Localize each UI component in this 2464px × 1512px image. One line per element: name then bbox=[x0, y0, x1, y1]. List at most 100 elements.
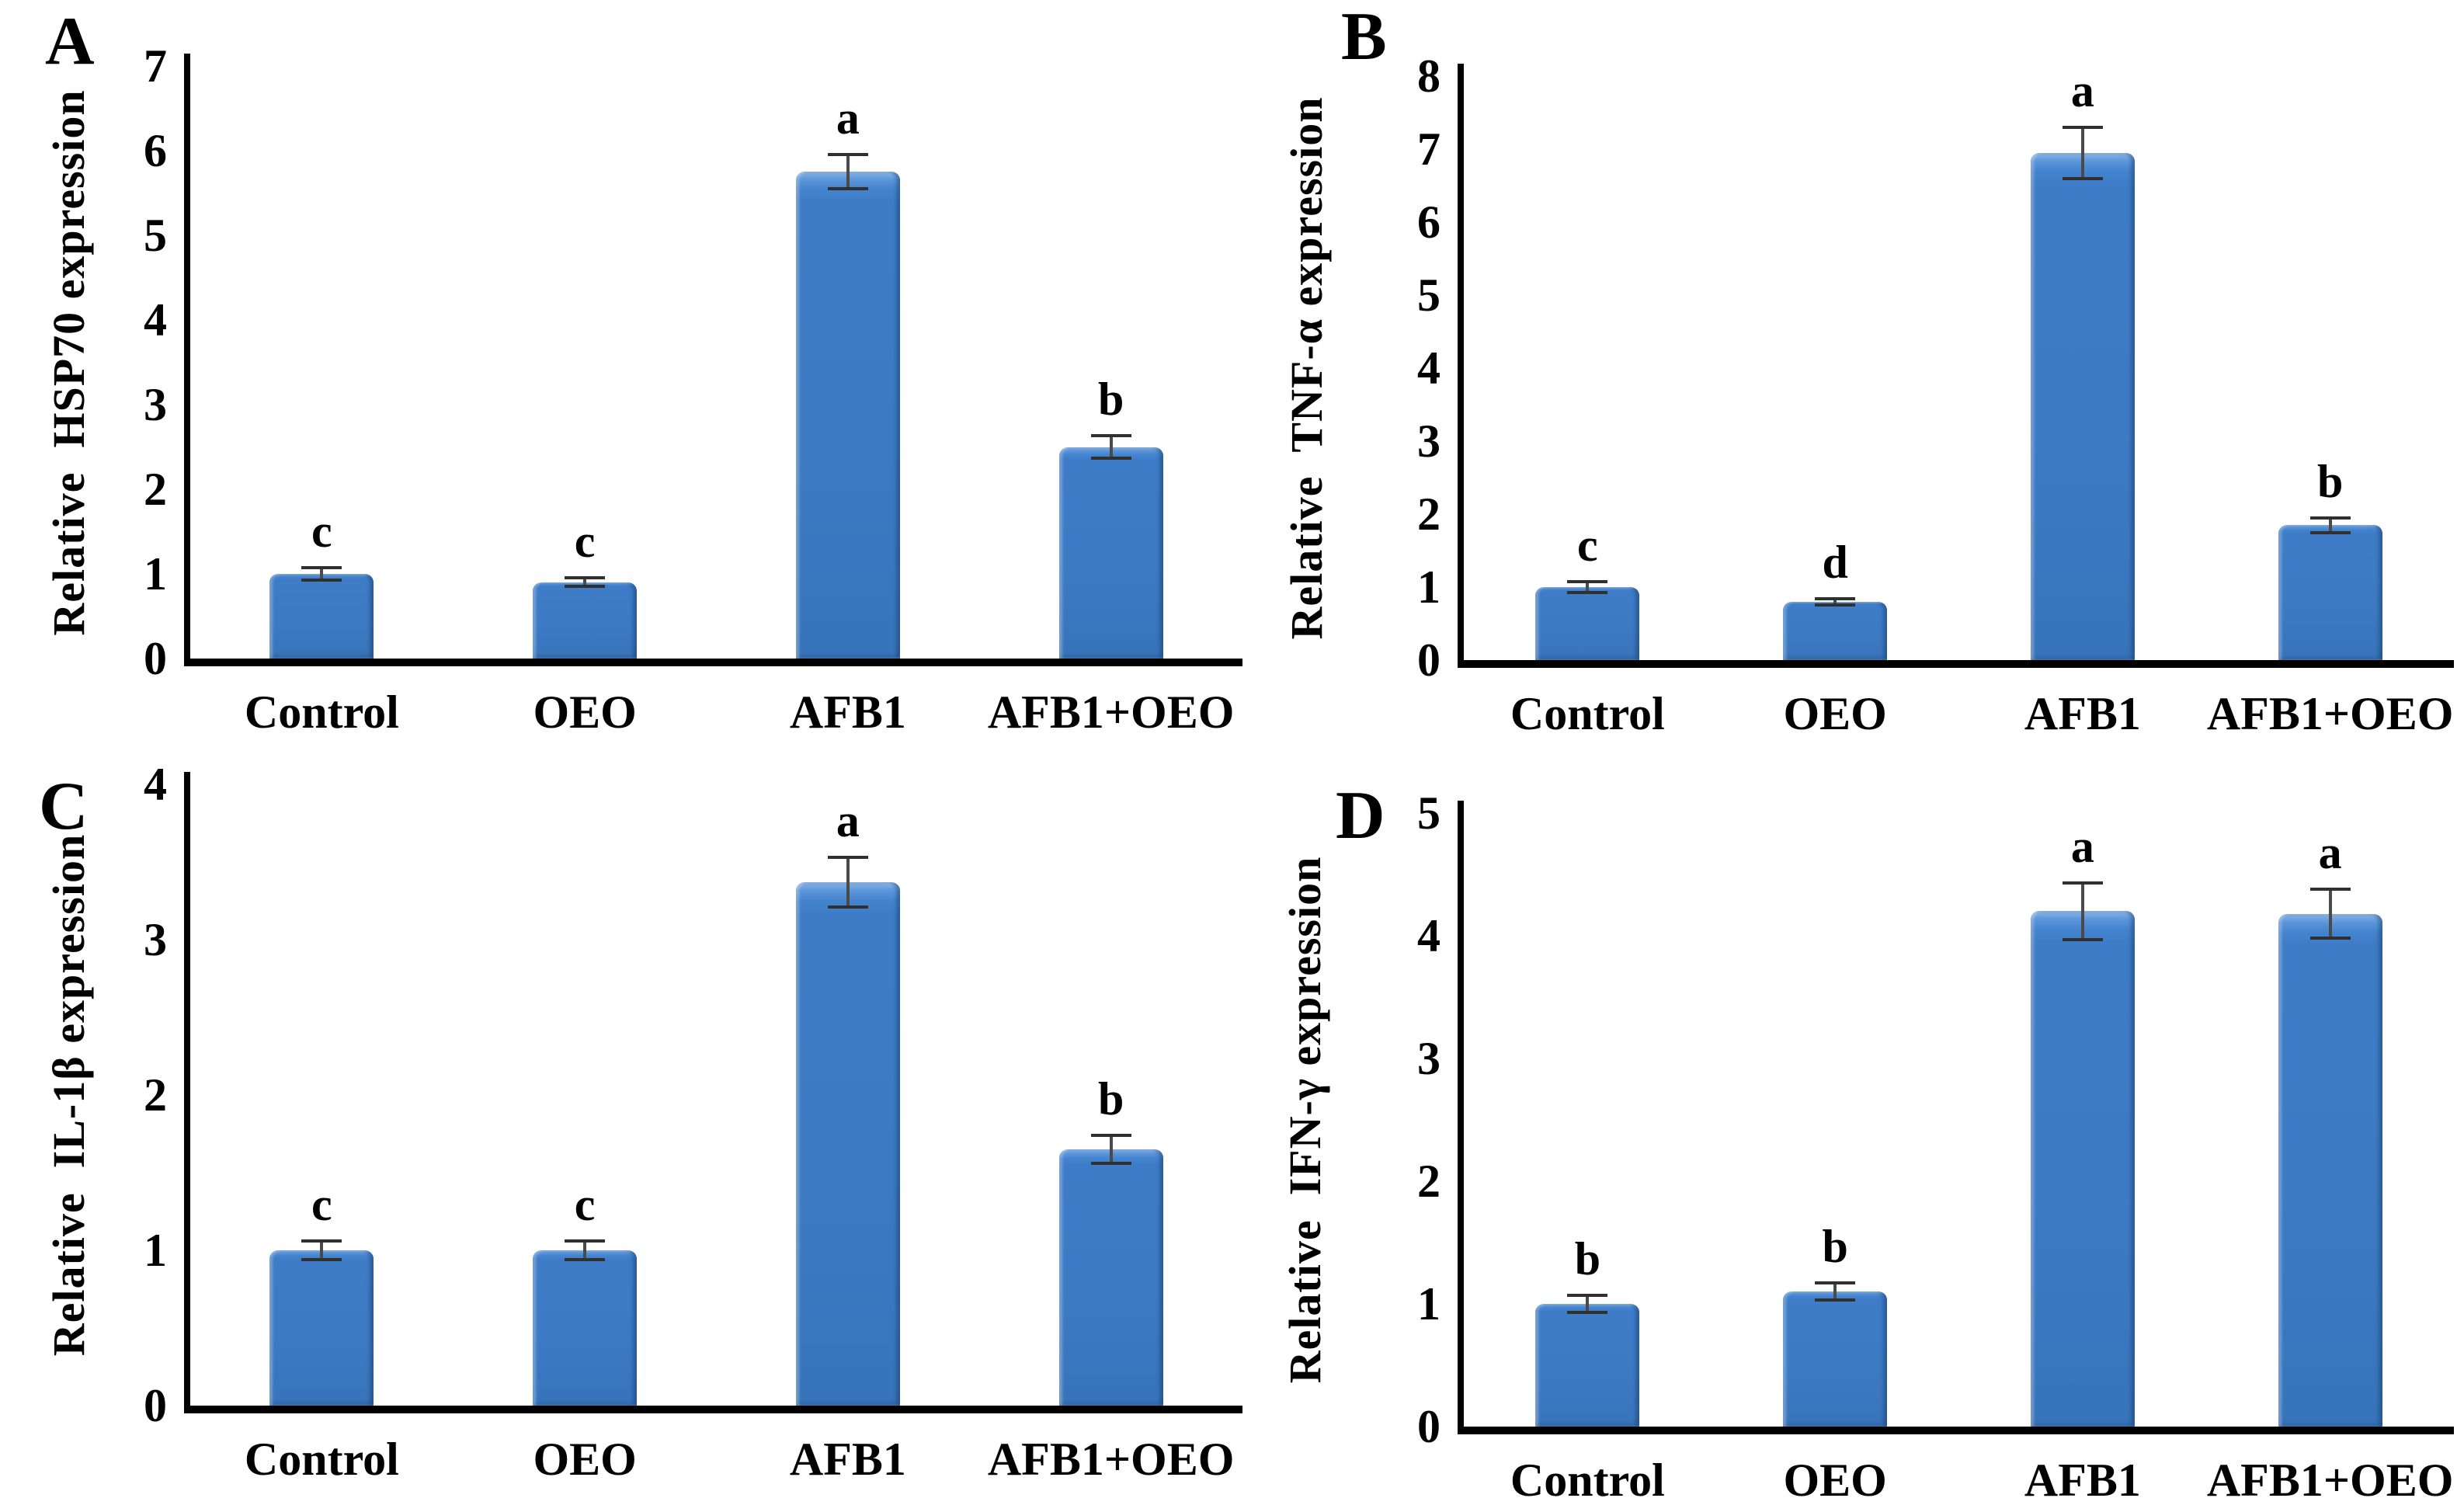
panel-D: D Relative IFN-γ expression 0 1 2 3 4 5 b Contr… bbox=[1232, 756, 2464, 1512]
bar-afb1+oeo bbox=[1058, 1149, 1163, 1406]
panel-A: A Relative HSP70 expression 0 1 2 3 4 5 6 7 c Con… bbox=[0, 0, 1242, 756]
significance-letter: a bbox=[2070, 821, 2094, 873]
error-bar-cap-bottom bbox=[2062, 937, 2103, 941]
significance-letter: c bbox=[1577, 520, 1598, 572]
error-bar-cap-top bbox=[1090, 1134, 1131, 1137]
panel-letter-B: B bbox=[1341, 0, 1387, 75]
y-axis-line bbox=[184, 54, 190, 666]
error-bar-cap-bottom bbox=[565, 1258, 606, 1261]
error-bar-cap-top bbox=[2062, 881, 2103, 885]
x-category-label: AFB1+OEO bbox=[2206, 1455, 2454, 1506]
significance-letter: a bbox=[2318, 826, 2342, 878]
y-tick-label: 5 bbox=[1417, 787, 1441, 839]
y-tick-label: 1 bbox=[144, 548, 167, 600]
x-category-label: Control bbox=[244, 686, 399, 738]
significance-letter: b bbox=[1097, 374, 1124, 426]
error-bar-cap-bottom bbox=[827, 905, 868, 909]
y-axis-line bbox=[1458, 64, 1464, 668]
x-category-label: OEO bbox=[1783, 1455, 1887, 1506]
error-bar-cap-bottom bbox=[827, 187, 868, 191]
error-bar bbox=[1586, 582, 1590, 593]
error-bar-cap-bottom bbox=[1567, 1311, 1608, 1315]
error-bar-cap-top bbox=[301, 1239, 342, 1243]
y-tick-label: 1 bbox=[1417, 561, 1441, 613]
y-tick-label: 2 bbox=[1417, 1156, 1441, 1207]
bar-afb1+oeo bbox=[2278, 525, 2382, 660]
error-bar-cap-top bbox=[2309, 516, 2351, 520]
bar-control bbox=[269, 574, 374, 659]
x-axis-line bbox=[1458, 1427, 2454, 1434]
x-category-label: OEO bbox=[533, 1434, 637, 1485]
panel-B: B Relative TNF-α expression 0 1 2 3 4 5 6 7 8 c Co… bbox=[1232, 0, 2464, 756]
x-category-label: Control bbox=[244, 1434, 399, 1485]
error-bar-cap-top bbox=[1815, 597, 1856, 601]
error-bar bbox=[583, 1241, 587, 1260]
error-bar-cap-top bbox=[2062, 125, 2103, 129]
panel-letter-A: A bbox=[45, 4, 95, 79]
x-category-label: AFB1+OEO bbox=[987, 1434, 1235, 1485]
significance-letter: c bbox=[311, 506, 332, 558]
significance-letter: b bbox=[1574, 1232, 1601, 1284]
x-axis-line bbox=[1458, 660, 2454, 668]
error-bar-cap-bottom bbox=[565, 585, 606, 589]
error-bar-cap-top bbox=[1090, 434, 1131, 438]
x-category-label: AFB1 bbox=[2024, 1455, 2141, 1506]
bar-oeo bbox=[1783, 1291, 1888, 1427]
x-axis-line bbox=[184, 1406, 1242, 1413]
y-tick-label: 4 bbox=[144, 759, 167, 810]
significance-letter: a bbox=[836, 92, 860, 144]
y-tick-label: 5 bbox=[144, 210, 167, 261]
y-tick-label: 2 bbox=[144, 1069, 167, 1121]
error-bar-cap-top bbox=[1567, 580, 1608, 584]
error-bar-cap-bottom bbox=[1090, 1162, 1131, 1165]
error-bar bbox=[2328, 517, 2332, 533]
error-bar bbox=[320, 1241, 324, 1260]
error-bar-cap-bottom bbox=[1815, 1298, 1856, 1302]
error-bar-cap-bottom bbox=[1090, 456, 1131, 460]
error-bar bbox=[1586, 1295, 1590, 1313]
y-tick-label: 1 bbox=[144, 1225, 167, 1276]
y-tick-label: 4 bbox=[1417, 910, 1441, 961]
panel-C: C Relative IL-1β expression 0 1 2 3 4 c Contro… bbox=[0, 756, 1242, 1512]
x-category-label: AFB1+OEO bbox=[987, 686, 1235, 738]
error-bar bbox=[1109, 436, 1113, 458]
error-bar-cap-bottom bbox=[2309, 530, 2351, 534]
x-axis-line bbox=[184, 659, 1242, 666]
error-bar-cap-bottom bbox=[1567, 590, 1608, 594]
x-category-label: AFB1 bbox=[789, 1434, 906, 1485]
significance-letter: a bbox=[2070, 64, 2094, 116]
y-tick-label: 3 bbox=[144, 914, 167, 965]
bar-afb1 bbox=[2030, 152, 2135, 660]
y-tick-label: 0 bbox=[144, 1380, 167, 1431]
error-bar-cap-top bbox=[827, 153, 868, 157]
error-bar bbox=[583, 578, 587, 587]
significance-letter: a bbox=[836, 795, 860, 846]
y-tick-label: 7 bbox=[1417, 123, 1441, 175]
y-tick-label: 1 bbox=[1417, 1278, 1441, 1330]
panel-letter-D: D bbox=[1336, 778, 1385, 853]
error-bar-cap-bottom bbox=[1815, 603, 1856, 607]
error-bar-cap-bottom bbox=[301, 1258, 342, 1261]
y-tick-label: 3 bbox=[1417, 415, 1441, 467]
error-bar bbox=[1833, 599, 1837, 605]
y-tick-label: 0 bbox=[1417, 634, 1441, 686]
error-bar bbox=[2328, 888, 2332, 939]
error-bar bbox=[1833, 1283, 1837, 1301]
significance-letter: b bbox=[2316, 455, 2344, 507]
significance-letter: d bbox=[1822, 537, 1848, 589]
x-category-label: AFB1 bbox=[2024, 688, 2141, 739]
y-tick-label: 3 bbox=[1417, 1033, 1441, 1084]
error-bar-cap-top bbox=[565, 576, 606, 580]
bar-control bbox=[1535, 1304, 1640, 1427]
error-bar-cap-top bbox=[827, 856, 868, 859]
y-axis-title-ifn-gamma: Relative IFN-γ expression bbox=[1280, 856, 1330, 1384]
y-tick-label: 0 bbox=[144, 633, 167, 684]
error-bar-cap-bottom bbox=[2062, 176, 2103, 180]
y-axis-line bbox=[184, 772, 190, 1413]
y-tick-label: 3 bbox=[144, 379, 167, 430]
y-tick-label: 6 bbox=[144, 125, 167, 176]
error-bar bbox=[2080, 127, 2084, 179]
error-bar bbox=[1109, 1135, 1113, 1163]
y-tick-label: 0 bbox=[1417, 1401, 1441, 1452]
